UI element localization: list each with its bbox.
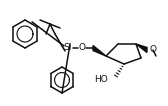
Text: O: O [78, 43, 86, 52]
Text: Si: Si [64, 43, 72, 52]
Polygon shape [136, 44, 147, 52]
Text: HO: HO [94, 75, 108, 84]
Text: O: O [149, 45, 156, 54]
Polygon shape [93, 45, 106, 56]
